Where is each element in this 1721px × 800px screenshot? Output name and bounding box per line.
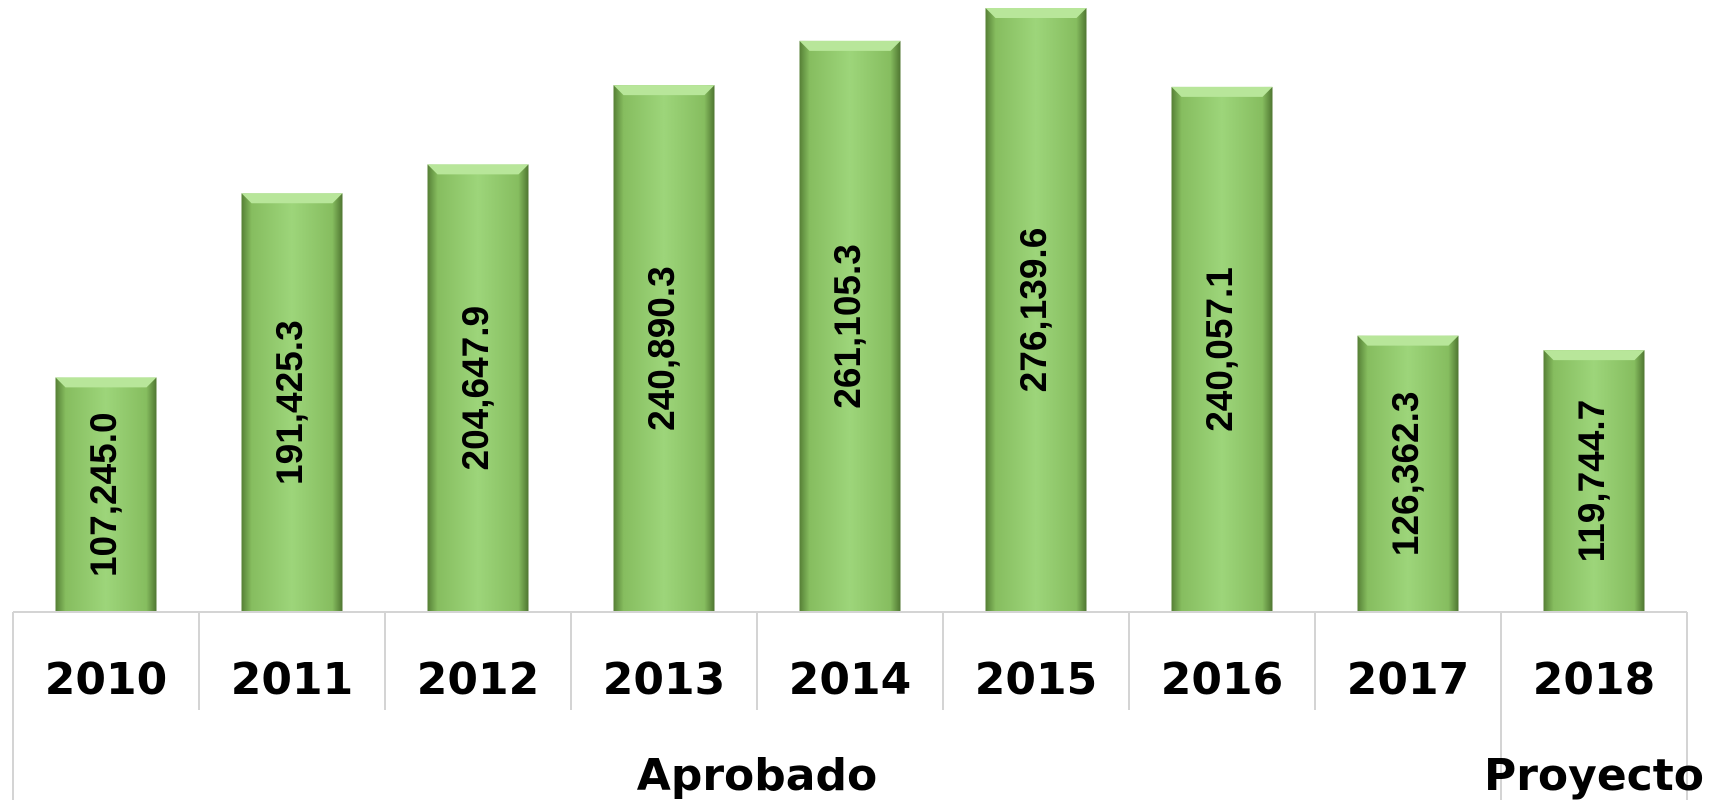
value-label: 204,647.9 <box>455 306 496 471</box>
bar-cap <box>1357 335 1459 346</box>
x-tick-label: 2012 <box>417 654 539 705</box>
group-label: Proyecto <box>1484 750 1704 800</box>
bar-cap <box>1171 86 1273 97</box>
x-tick-label: 2010 <box>45 654 167 705</box>
bar <box>1543 350 1645 612</box>
value-label: 126,362.3 <box>1385 391 1426 556</box>
value-label: 191,425.3 <box>269 320 310 485</box>
x-tick-label: 2011 <box>231 654 353 705</box>
bar <box>241 193 343 613</box>
bar-cap <box>799 40 901 51</box>
bar-cap <box>427 164 529 175</box>
bar <box>799 40 901 612</box>
x-tick-label: 2014 <box>789 654 911 705</box>
value-label: 240,890.3 <box>641 266 682 431</box>
x-tick-label: 2017 <box>1347 654 1469 705</box>
bar-cap <box>55 377 157 388</box>
bar-cap <box>985 8 1087 18</box>
value-label: 240,057.1 <box>1199 267 1240 432</box>
bar-cap <box>1543 350 1645 361</box>
bar <box>427 164 529 612</box>
bar <box>613 85 715 613</box>
x-tick-label: 2013 <box>603 654 725 705</box>
x-tick-label: 2016 <box>1161 654 1283 705</box>
group-label: Aprobado <box>637 750 877 800</box>
x-tick-label: 2015 <box>975 654 1097 705</box>
value-label: 261,105.3 <box>827 244 868 409</box>
value-label: 107,245.0 <box>83 412 124 577</box>
bar <box>985 8 1087 612</box>
bar-cap <box>613 85 715 96</box>
value-label: 119,744.7 <box>1571 400 1612 563</box>
bar <box>1357 335 1459 612</box>
x-tick-label: 2018 <box>1533 654 1655 705</box>
bar-cap <box>241 193 343 204</box>
value-label: 276,139.6 <box>1013 228 1054 393</box>
bar <box>55 377 157 612</box>
bar <box>1171 86 1273 613</box>
